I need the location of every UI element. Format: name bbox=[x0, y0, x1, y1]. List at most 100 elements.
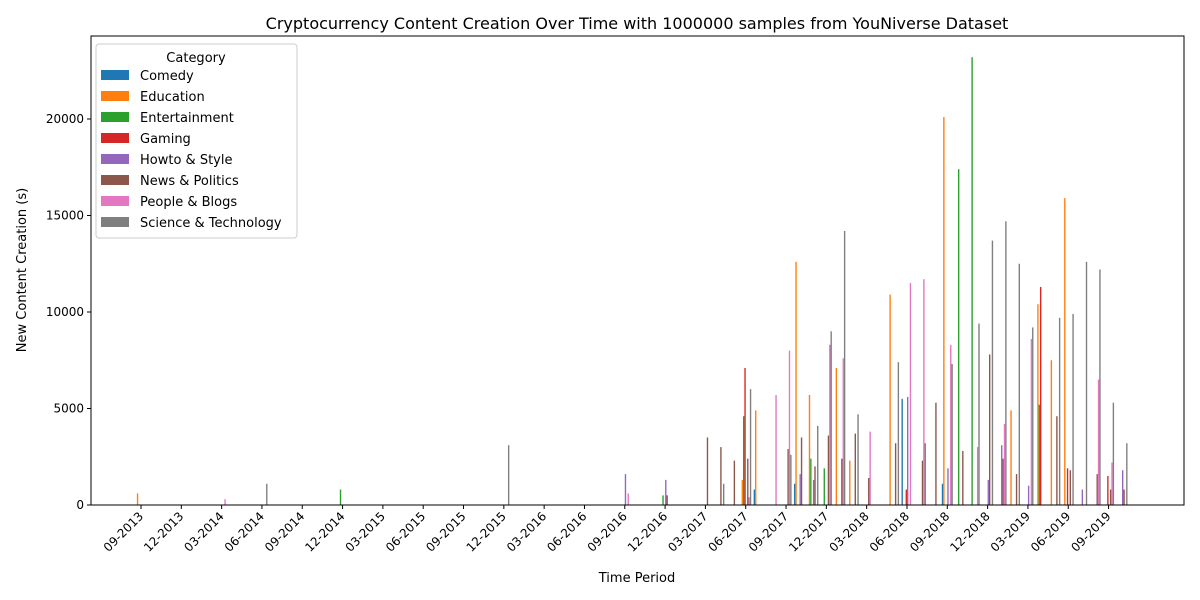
bar bbox=[1099, 269, 1101, 505]
bar bbox=[868, 477, 870, 505]
legend-items: Comedy Education Entertainment Gaming Howto … bbox=[101, 69, 282, 231]
bar bbox=[800, 437, 803, 505]
bar bbox=[991, 240, 994, 505]
y-tick-label: 20000 bbox=[46, 112, 84, 126]
legend: Category Comedy Education Entertainment Gam… bbox=[95, 43, 298, 239]
bar bbox=[1030, 339, 1033, 505]
bar bbox=[720, 447, 722, 505]
bar bbox=[507, 445, 510, 505]
bar bbox=[909, 283, 912, 505]
legend-label: Comedy bbox=[140, 69, 194, 84]
bar bbox=[1002, 458, 1004, 505]
bar bbox=[136, 493, 139, 505]
bar bbox=[624, 474, 627, 505]
legend-swatch bbox=[101, 112, 129, 122]
bar bbox=[755, 410, 757, 505]
bar bbox=[741, 479, 743, 505]
bar bbox=[817, 425, 819, 505]
bar bbox=[733, 460, 736, 505]
series-howto-style bbox=[624, 396, 1124, 505]
bar bbox=[808, 394, 811, 505]
bar bbox=[1064, 198, 1066, 505]
bar bbox=[1058, 317, 1061, 505]
bar bbox=[924, 443, 926, 505]
bar bbox=[1122, 470, 1124, 505]
bar bbox=[722, 483, 725, 505]
bar bbox=[1032, 327, 1034, 505]
bar bbox=[823, 468, 825, 505]
bar bbox=[829, 344, 831, 505]
bar bbox=[854, 433, 856, 505]
series-comedy bbox=[753, 398, 944, 505]
bar bbox=[812, 479, 815, 505]
bar bbox=[1109, 489, 1112, 505]
bar bbox=[957, 169, 960, 506]
legend-item: Gaming bbox=[101, 132, 191, 147]
legend-label: News & Politics bbox=[140, 174, 239, 189]
bar bbox=[662, 495, 664, 505]
x-axis-label: Time Period bbox=[598, 571, 675, 586]
legend-item: Entertainment bbox=[101, 111, 234, 126]
bar bbox=[749, 389, 752, 505]
bar bbox=[1123, 489, 1125, 505]
legend-item: Howto & Style bbox=[101, 153, 232, 168]
legend-label: Science & Technology bbox=[140, 216, 282, 231]
bar bbox=[1015, 474, 1018, 505]
bar bbox=[1107, 476, 1109, 505]
legend-swatch bbox=[101, 217, 129, 227]
bar bbox=[987, 479, 989, 505]
bar bbox=[827, 435, 830, 505]
bar bbox=[627, 493, 629, 505]
bar bbox=[830, 331, 832, 505]
bar bbox=[1072, 313, 1074, 505]
bar bbox=[748, 497, 750, 505]
legend-swatch bbox=[101, 91, 129, 101]
y-tick-label: 10000 bbox=[46, 305, 84, 319]
bar bbox=[1069, 470, 1071, 505]
bar bbox=[1027, 485, 1030, 505]
bar bbox=[1003, 423, 1006, 505]
legend-swatch bbox=[101, 133, 129, 143]
legend-swatch bbox=[101, 70, 129, 80]
bar bbox=[901, 398, 903, 505]
bar bbox=[1050, 360, 1053, 505]
legend-item: Education bbox=[101, 90, 205, 105]
bar bbox=[706, 437, 709, 505]
bar bbox=[1056, 416, 1058, 505]
bar bbox=[842, 358, 844, 505]
bar bbox=[1037, 304, 1039, 505]
bar bbox=[941, 483, 944, 505]
bar bbox=[849, 460, 851, 505]
bar bbox=[1085, 261, 1088, 505]
y-tick-label: 5000 bbox=[53, 401, 84, 415]
bar bbox=[943, 117, 945, 505]
bar bbox=[905, 489, 907, 505]
legend-item: News & Politics bbox=[101, 174, 239, 189]
bar bbox=[1010, 410, 1012, 505]
series-education bbox=[136, 117, 1066, 505]
legend-swatch bbox=[101, 196, 129, 206]
bar bbox=[742, 416, 745, 505]
bar bbox=[666, 495, 668, 505]
bar bbox=[775, 394, 777, 505]
bar bbox=[795, 261, 797, 505]
bar bbox=[266, 483, 268, 505]
bar bbox=[897, 362, 900, 505]
y-tick-label: 15000 bbox=[46, 208, 84, 222]
bar bbox=[921, 460, 924, 505]
bar bbox=[1096, 474, 1098, 505]
bar bbox=[339, 489, 342, 505]
bar bbox=[1038, 404, 1040, 505]
series-gaming bbox=[744, 286, 1109, 505]
bar bbox=[889, 294, 891, 505]
bar bbox=[971, 57, 973, 505]
bar bbox=[935, 402, 937, 505]
bar bbox=[947, 468, 949, 505]
legend-item: Science & Technology bbox=[101, 216, 282, 231]
bar bbox=[857, 414, 859, 505]
bar bbox=[1097, 379, 1100, 505]
bar bbox=[787, 449, 789, 505]
bar bbox=[843, 230, 846, 505]
bar bbox=[793, 483, 796, 505]
